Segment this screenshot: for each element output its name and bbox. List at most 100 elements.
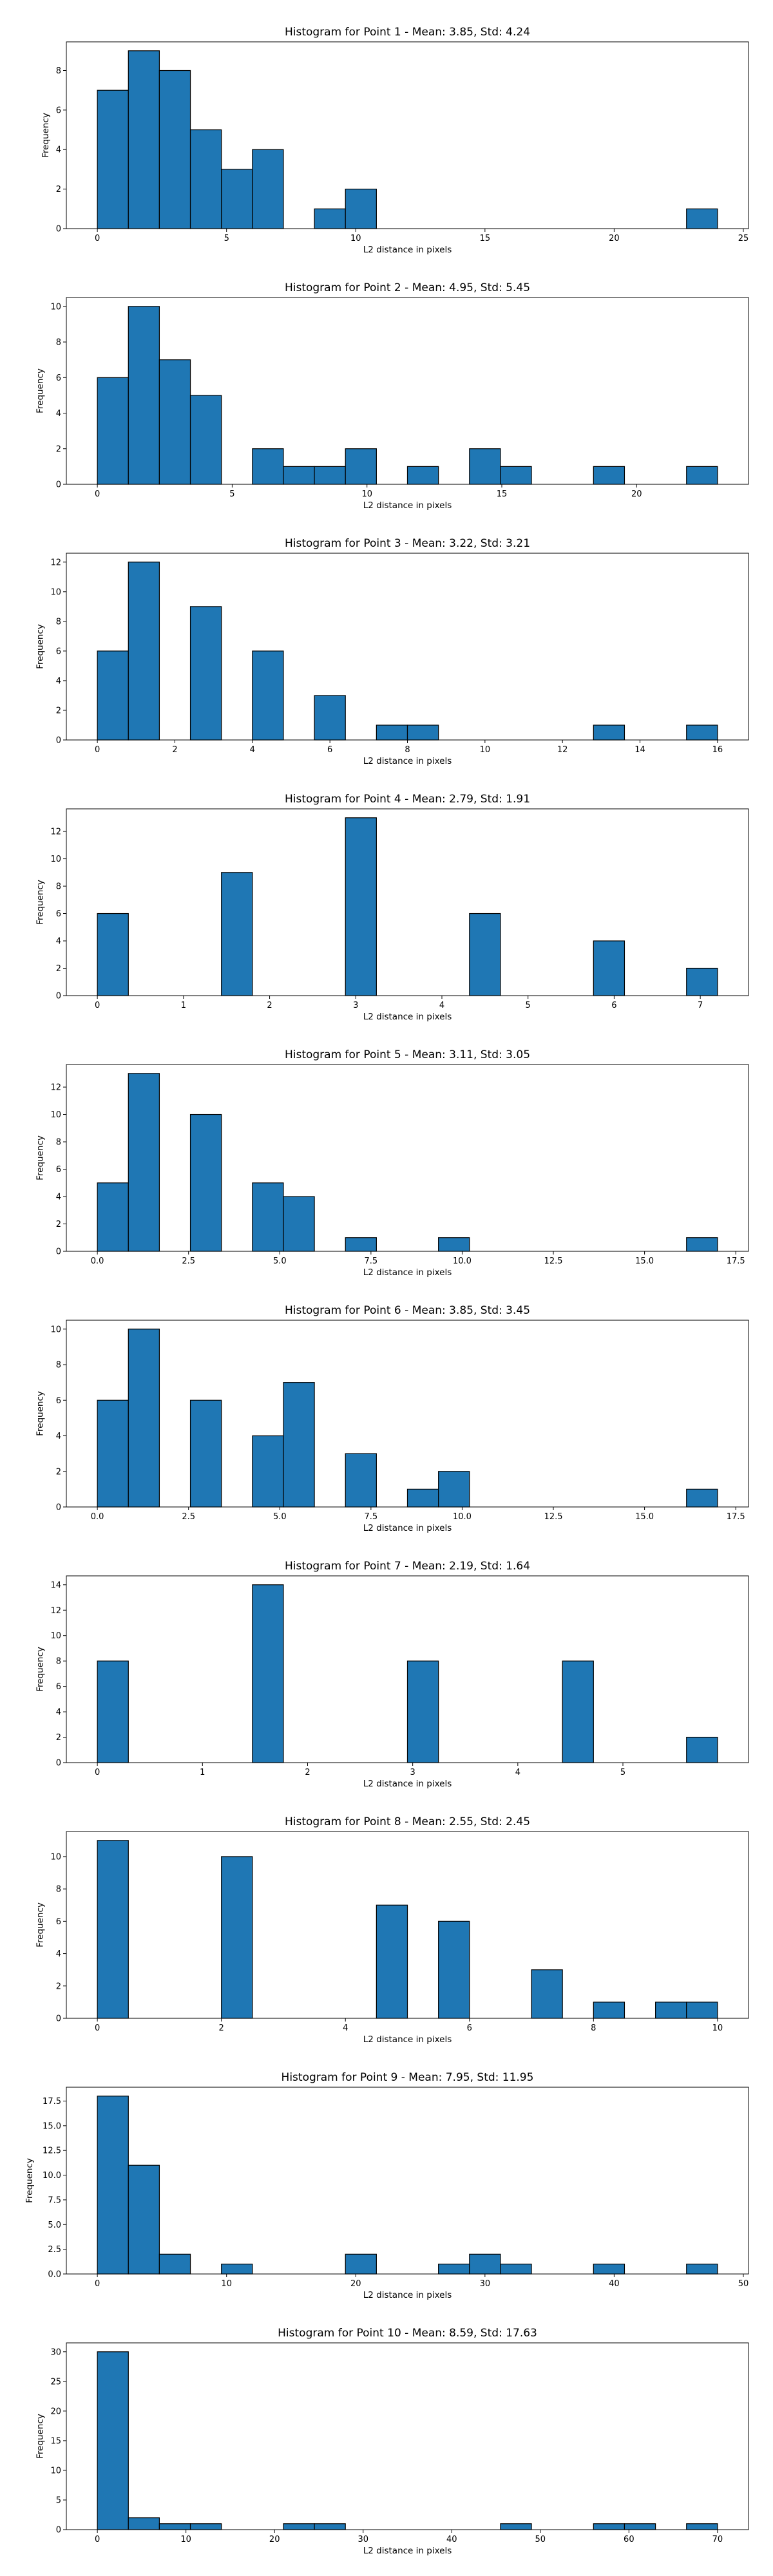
x-tick-label: 2.5	[182, 1512, 195, 1522]
chart-title: Histogram for Point 9 - Mean: 7.95, Std:…	[282, 2071, 534, 2084]
y-axis-label: Frequency	[35, 624, 46, 669]
x-tick-label: 60	[624, 2535, 635, 2544]
plot-frame	[66, 808, 749, 996]
histogram-bar	[624, 2523, 656, 2530]
histogram-bar	[128, 562, 160, 741]
histogram-bar	[345, 817, 377, 996]
histogram-bar	[345, 448, 377, 485]
y-tick-label: 25	[50, 2377, 61, 2387]
chart-title: Histogram for Point 3 - Mean: 3.22, Std:…	[285, 537, 530, 550]
y-tick-label: 6	[56, 106, 61, 115]
histogram-bar	[189, 129, 222, 229]
y-tick-label: 7.5	[48, 2195, 61, 2205]
y-axis-label: Frequency	[35, 1391, 46, 1436]
x-tick-label: 17.5	[727, 1256, 745, 1266]
y-tick-label: 10	[50, 1631, 61, 1641]
chart-title: Histogram for Point 2 - Mean: 4.95, Std:…	[285, 281, 530, 294]
x-tick-label: 5.0	[273, 1256, 287, 1266]
histogram-bar	[531, 1969, 563, 2019]
x-tick-label: 20	[609, 234, 620, 243]
x-tick-label: 6	[467, 2023, 472, 2033]
histogram-bar	[252, 149, 284, 229]
y-tick-label: 6	[56, 374, 61, 383]
x-tick-label: 10.0	[453, 1512, 472, 1522]
x-axis-label: L2 distance in pixels	[363, 2290, 452, 2300]
y-tick-label: 20	[50, 2407, 61, 2416]
x-tick-label: 12.5	[544, 1512, 563, 1522]
y-tick-label: 4	[56, 1708, 61, 1718]
histogram-bar	[686, 1736, 718, 1763]
y-tick-label: 2	[56, 185, 61, 194]
histogram-bar	[97, 377, 129, 485]
histogram-bar	[654, 2002, 687, 2019]
histogram-bar	[345, 2253, 377, 2275]
histogram-bar	[345, 1453, 377, 1508]
x-tick-label: 0	[95, 489, 100, 499]
histogram-bar	[189, 2523, 222, 2530]
x-tick-label: 6	[611, 1001, 616, 1010]
x-tick-label: 0	[95, 234, 100, 243]
histogram-bar	[314, 2523, 346, 2530]
x-tick-label: 15	[497, 489, 508, 499]
histogram-bar	[189, 395, 222, 485]
histogram-bar	[128, 50, 160, 229]
plot-frame	[66, 553, 749, 741]
x-tick-label: 0	[95, 2279, 100, 2289]
x-tick-label: 3	[353, 1001, 358, 1010]
x-tick-label: 3	[410, 1768, 415, 1777]
y-tick-label: 8	[56, 882, 61, 892]
histogram-bar	[438, 1471, 470, 1508]
y-tick-label: 8	[56, 1885, 61, 1895]
histogram-panel-8: Histogram for Point 8 - Mean: 2.55, Std:…	[35, 1815, 749, 2045]
y-tick-label: 4	[56, 146, 61, 155]
x-tick-label: 5	[229, 489, 234, 499]
y-tick-label: 0	[56, 2014, 61, 2024]
histogram-bar	[189, 1399, 222, 1508]
y-tick-label: 12.5	[43, 2146, 61, 2156]
histogram-panel-9: Histogram for Point 9 - Mean: 7.95, Std:…	[24, 2071, 749, 2300]
histogram-bar	[314, 466, 346, 485]
histogram-panel-10: Histogram for Point 10 - Mean: 8.59, Std…	[35, 2327, 749, 2556]
histogram-bar	[686, 1488, 718, 1508]
chart-title: Histogram for Point 8 - Mean: 2.55, Std:…	[285, 1815, 530, 1828]
plot-frame	[66, 2342, 749, 2530]
histogram-bar	[562, 1660, 594, 1763]
x-tick-label: 2	[219, 2023, 224, 2033]
histogram-bar	[314, 695, 346, 741]
y-tick-label: 15	[50, 2436, 61, 2446]
x-tick-label: 15.0	[635, 1512, 654, 1522]
y-tick-label: 0.0	[48, 2270, 61, 2280]
y-axis-label: Frequency	[35, 1647, 46, 1692]
x-tick-label: 4	[250, 745, 255, 755]
histogram-bar	[97, 1660, 129, 1763]
y-tick-label: 0	[56, 1247, 61, 1257]
histogram-bar	[593, 940, 625, 996]
y-tick-label: 2.5	[48, 2245, 61, 2255]
x-tick-label: 10	[712, 2023, 723, 2033]
y-tick-label: 2	[56, 1982, 61, 1991]
histogram-bar	[686, 724, 718, 741]
x-axis-label: L2 distance in pixels	[363, 1267, 452, 1278]
y-tick-label: 8	[56, 338, 61, 348]
x-axis-label: L2 distance in pixels	[363, 2034, 452, 2045]
x-axis-label: L2 distance in pixels	[363, 2546, 452, 2556]
histogram-bar	[406, 724, 439, 741]
x-tick-label: 25	[738, 234, 749, 243]
y-tick-label: 10	[50, 1110, 61, 1120]
x-tick-label: 0	[95, 2023, 100, 2033]
y-axis-label: Frequency	[24, 2158, 35, 2203]
x-axis-label: L2 distance in pixels	[363, 245, 452, 255]
plot-frame	[66, 2087, 749, 2275]
histogram-bar	[283, 1196, 315, 1252]
histogram-bar	[438, 1237, 470, 1252]
histogram-bar	[686, 466, 718, 485]
x-tick-label: 4	[439, 1001, 444, 1010]
y-tick-label: 2	[56, 964, 61, 974]
y-tick-label: 2	[56, 706, 61, 715]
histogram-bar	[406, 466, 439, 485]
x-tick-label: 0.0	[91, 1512, 104, 1522]
x-tick-label: 10	[180, 2535, 191, 2544]
x-tick-label: 12	[557, 745, 568, 755]
histogram-bar	[469, 2253, 501, 2275]
y-tick-label: 0	[56, 480, 61, 490]
